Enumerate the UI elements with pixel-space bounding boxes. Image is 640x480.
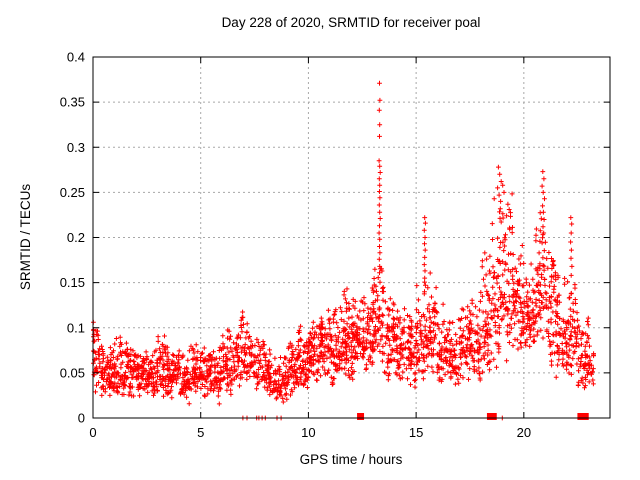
x-axis-label: GPS time / hours [300,452,403,467]
y-tick-label: 0.4 [67,50,85,65]
zero-square-marker [577,413,585,420]
chart-title: Day 228 of 2020, SRMTID for receiver poa… [222,15,481,30]
y-tick-label: 0.1 [67,320,85,335]
y-tick-label: 0.35 [60,95,85,110]
x-tick-label: 20 [517,425,531,440]
data-points [91,80,596,421]
x-tick-label: 15 [409,425,423,440]
x-tick-label: 0 [89,425,96,440]
y-tick-label: 0.3 [67,140,85,155]
zero-square-marker [357,413,365,420]
zero-square-marker [489,413,497,420]
y-tick-label: 0.05 [60,365,85,380]
y-tick-label: 0.2 [67,230,85,245]
y-tick-label: 0.15 [60,275,85,290]
y-tick-label: 0.25 [60,185,85,200]
x-tick-label: 10 [301,425,315,440]
y-axis-label: SRMTID / TECUs [18,184,33,291]
scatter-points-path [91,80,596,421]
y-tick-label: 0 [78,411,85,426]
zero-baseline-markers [357,413,589,420]
axis-ticks [92,56,610,419]
zero-square-marker [581,413,589,420]
tick-labels: 0 5 10 15 20 0 0.05 0.1 0.15 0.2 0.25 0.3 0.35 0.4 [60,50,531,441]
x-tick-label: 5 [197,425,204,440]
